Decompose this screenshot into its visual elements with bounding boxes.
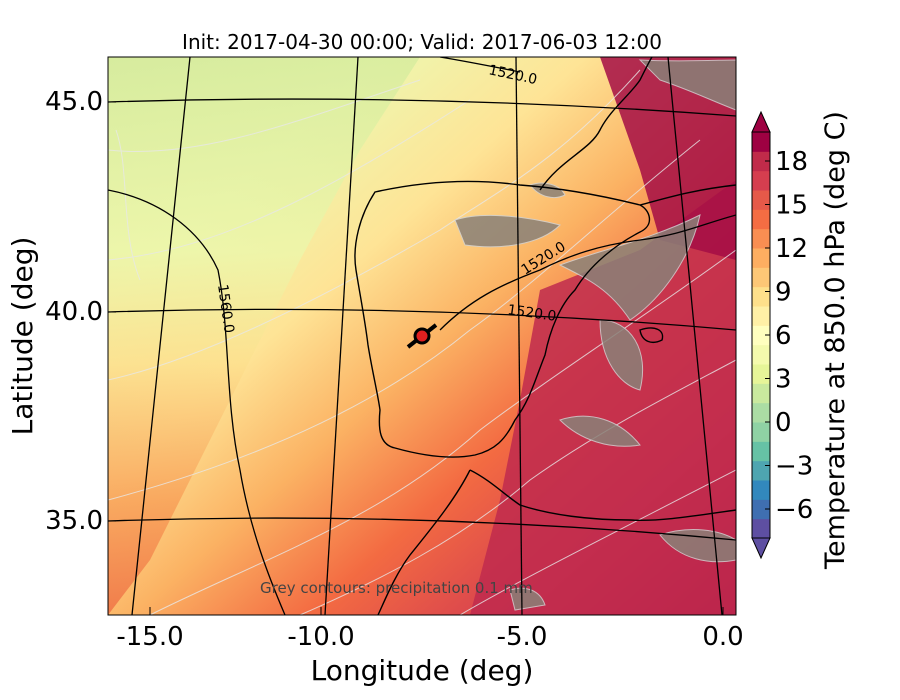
colorbar-label: Temperature at 850.0 hPa (deg C) <box>820 111 851 570</box>
colorbar-band <box>752 286 770 307</box>
colorbar-ticks: 18 15 12 9 6 3 0 −3 −6 <box>765 147 813 525</box>
map-frame <box>107 56 737 616</box>
colorbar-band <box>752 364 770 384</box>
colorbar-band <box>752 518 770 539</box>
colorbar-bands <box>752 132 770 539</box>
x-tick-0: 0.0 <box>702 622 743 652</box>
geopotential-contours <box>108 57 736 615</box>
colorbar-band <box>752 151 770 172</box>
colorbar-band <box>752 248 770 268</box>
colorbar-band <box>752 132 770 152</box>
colorbar-tick-label: 15 <box>775 191 808 221</box>
colorbar-tick-label: 0 <box>775 408 792 438</box>
morocco-atlantic-coast <box>377 469 471 615</box>
colorbar-band <box>752 441 770 462</box>
cool-atlantic-region <box>108 57 420 615</box>
parallel-40 <box>108 308 736 331</box>
colorbar-lower-extension <box>751 537 771 560</box>
meridian-minus-10 <box>324 57 359 615</box>
colorbar-band <box>752 190 770 210</box>
colorbar-band <box>752 480 770 500</box>
y-tick-40: 40.0 <box>45 297 103 327</box>
x-axis: -15.0 -10.0 -5.0 0.0 Longitude (deg) <box>116 607 744 687</box>
colorbar-tick-label: 6 <box>775 321 792 351</box>
colorbar-band <box>752 267 770 288</box>
graticule <box>108 57 736 615</box>
meridian-minus-5 <box>515 57 523 615</box>
precipitation-areas <box>454 59 736 611</box>
colorbar-upper-extension <box>751 110 771 133</box>
colorbar-band <box>752 209 770 230</box>
meridian-0 <box>667 57 723 615</box>
colorbar-band <box>752 344 770 365</box>
colorbar-band <box>752 422 770 442</box>
x-tick-minus-10: -10.0 <box>287 622 354 652</box>
warm-mediterranean-region <box>470 180 736 615</box>
x-tick-minus-5: -5.0 <box>497 622 548 652</box>
colorbar-tick-label: −6 <box>775 495 813 525</box>
location-marker <box>406 323 438 349</box>
coastlines <box>354 57 736 615</box>
colorbar-band <box>752 325 770 346</box>
colorbar-band <box>752 499 770 520</box>
precipitation-note: Grey contours: precipitation 0.1 mm <box>260 579 533 597</box>
contour-label-1520-center: 1520.0 <box>506 302 557 325</box>
iberia-coastline <box>354 180 651 458</box>
colorbar-band <box>752 170 770 191</box>
colorbar-band <box>752 402 770 423</box>
contour-1560 <box>108 189 286 615</box>
x-axis-label: Longitude (deg) <box>311 654 534 687</box>
contour-1520-center <box>439 214 736 331</box>
parallel-45 <box>108 98 736 117</box>
parallel-35 <box>108 517 736 541</box>
colorbar-band <box>752 460 770 481</box>
map-panel: 1520.0 1520.0 1520.0 1560.0 Grey contour… <box>108 57 736 615</box>
isotherms <box>108 69 736 615</box>
y-tick-45: 45.0 <box>45 87 103 117</box>
colorbar-tick-label: 9 <box>775 278 792 308</box>
colorbar-band <box>752 306 770 326</box>
x-tick-minus-15: -15.0 <box>116 622 183 652</box>
y-tick-35: 35.0 <box>45 506 103 536</box>
colorbar-band <box>752 228 770 249</box>
north-africa-coastline <box>469 469 736 522</box>
colorbar-tick-label: 12 <box>775 234 808 264</box>
colorbar-tick-label: 18 <box>775 147 808 177</box>
france-coastline <box>539 57 653 191</box>
hot-northeast-region <box>600 57 736 260</box>
contour-label-1560: 1560.0 <box>214 283 237 334</box>
y-axis: 45.0 40.0 35.0 Latitude (deg) <box>6 87 116 536</box>
colorbar-tick-label: 3 <box>775 365 792 395</box>
colorbar-tick-label: −3 <box>775 452 813 482</box>
colorbar-band <box>752 383 770 404</box>
france-south-coast <box>639 184 736 206</box>
balearic-islands <box>639 327 664 343</box>
contour-1520-north <box>439 57 521 73</box>
map-title: Init: 2017-04-30 00:00; Valid: 2017-06-0… <box>182 30 662 54</box>
colorbar: 18 15 12 9 6 3 0 −3 −6 Temperature at 850.0 hPa … <box>751 110 851 570</box>
y-axis-label: Latitude (deg) <box>6 237 39 436</box>
meridian-minus-15 <box>131 57 191 615</box>
